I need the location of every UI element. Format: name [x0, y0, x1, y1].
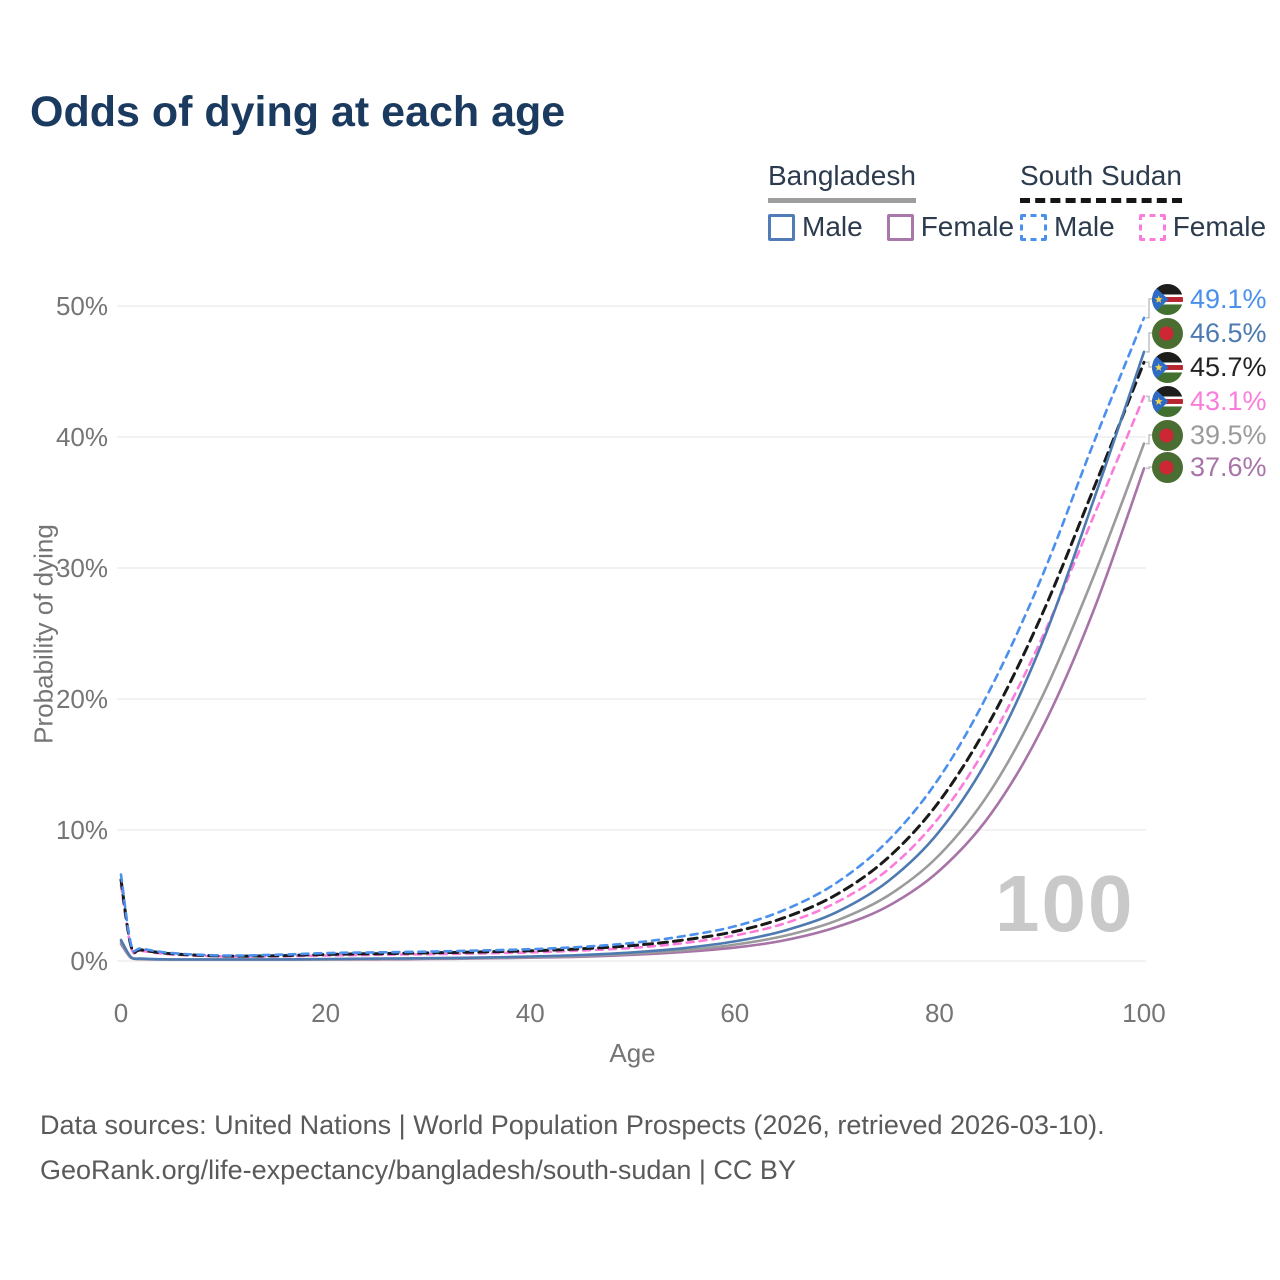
- series-line-bd-total[interactable]: [119, 442, 1146, 961]
- page-title: Odds of dying at each age: [30, 88, 566, 136]
- y-tick-label: 40%: [56, 422, 108, 452]
- legend-country-bangladesh[interactable]: Bangladesh: [768, 160, 916, 203]
- x-tick-label: 60: [720, 998, 749, 1028]
- y-tick-label: 20%: [56, 684, 108, 714]
- series-line-ss-total[interactable]: [119, 360, 1146, 958]
- legend-item-south-sudan-female[interactable]: Female: [1138, 211, 1267, 243]
- x-tick-label: 40: [516, 998, 545, 1028]
- end-label-connector-ss-female: [1146, 395, 1152, 402]
- end-label-connector-bd-total: [1146, 434, 1152, 445]
- footer-attribution: GeoRank.org/life-expectancy/bangladesh/s…: [40, 1155, 796, 1185]
- south-sudan-female-swatch-icon: [1138, 213, 1166, 241]
- footer: Data sources: United Nations | World Pop…: [40, 1103, 1250, 1193]
- x-axis-title: Age: [609, 1038, 655, 1068]
- series-line-bd-male[interactable]: [119, 350, 1146, 961]
- legend-label: Male: [1054, 211, 1115, 242]
- y-tick-label: 50%: [56, 291, 108, 321]
- legend-label: Female: [1172, 211, 1267, 242]
- y-tick-label: 10%: [56, 815, 108, 845]
- end-label-connector-bd-male: [1146, 332, 1152, 353]
- line-chart: 0% 10% 20% 30% 40% 50% 0 20 40 60 80 100 Age: [56, 291, 1166, 1068]
- legend-country-south-sudan[interactable]: South Sudan: [1020, 160, 1182, 203]
- legend-item-bangladesh-male[interactable]: Male: [768, 211, 863, 243]
- legend-label: Male: [802, 211, 863, 242]
- legend-group-bangladesh: Bangladesh Male Female: [768, 160, 1014, 243]
- x-tick-label: 100: [1122, 998, 1165, 1028]
- age-cursor-watermark: 100: [995, 859, 1135, 948]
- y-axis-title: Probability of dying: [28, 524, 59, 744]
- y-tick-label: 30%: [56, 553, 108, 583]
- series-line-ss-female[interactable]: [119, 395, 1146, 958]
- series-line-ss-male[interactable]: [119, 316, 1146, 957]
- x-tick-label: 20: [311, 998, 340, 1028]
- y-tick-label: 0%: [70, 946, 108, 976]
- x-tick-label: 0: [114, 998, 128, 1028]
- legend-item-south-sudan-male[interactable]: Male: [1020, 211, 1115, 243]
- x-tick-label: 80: [925, 998, 954, 1028]
- end-label-connector-ss-male: [1146, 298, 1152, 319]
- bangladesh-male-swatch-icon: [768, 213, 795, 241]
- legend-item-bangladesh-female[interactable]: Female: [886, 211, 1015, 243]
- legend-group-south-sudan: South Sudan Male Female: [1020, 160, 1266, 243]
- end-label-connector-ss-total: [1146, 361, 1152, 368]
- end-label-connector-bd-female: [1146, 466, 1152, 470]
- legend-label: Female: [920, 211, 1015, 242]
- bangladesh-female-swatch-icon: [886, 213, 914, 241]
- footer-data-sources: Data sources: United Nations | World Pop…: [40, 1110, 1105, 1140]
- series-line-bd-female[interactable]: [119, 467, 1146, 961]
- south-sudan-male-swatch-icon: [1020, 213, 1047, 241]
